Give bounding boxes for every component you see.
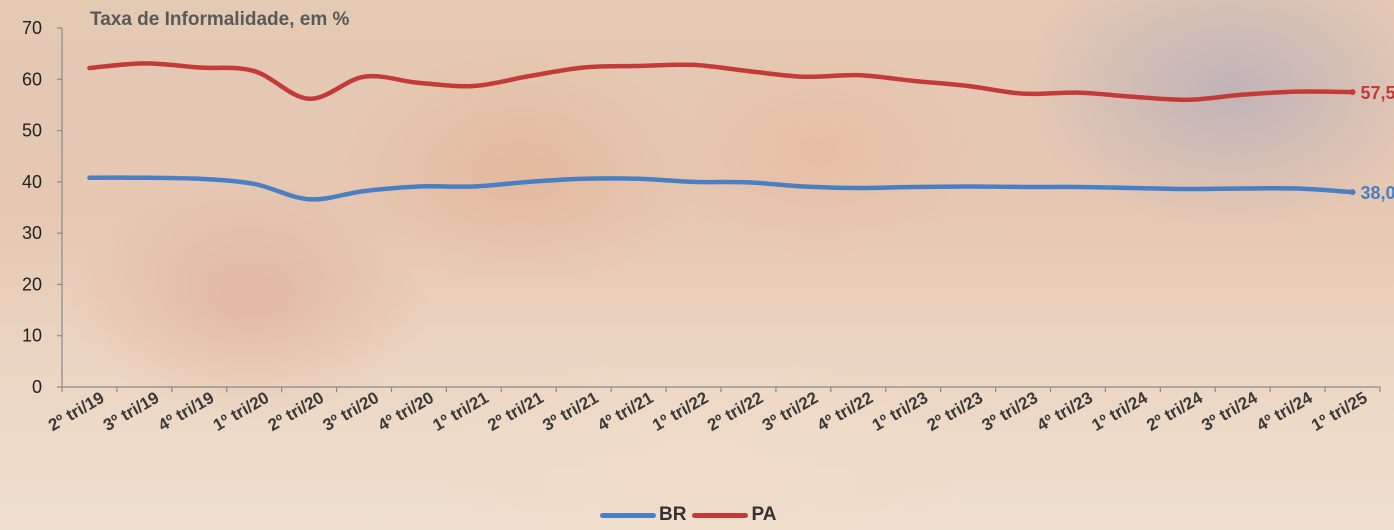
y-tick-label: 40 [22, 172, 42, 192]
x-tick-label: 1º tri/21 [430, 388, 492, 435]
series-line-br [87, 175, 1355, 202]
y-tick-label: 50 [22, 121, 42, 141]
x-tick-label: 1º tri/24 [1089, 388, 1152, 435]
x-tick-label: 3º tri/20 [320, 388, 382, 435]
y-tick-label: 0 [32, 377, 42, 397]
end-point-br [1349, 189, 1356, 196]
end-labels: 38,0 57,5 [1361, 83, 1394, 203]
x-tick-label: 4º tri/19 [155, 388, 217, 435]
x-tick-label: 1º tri/23 [869, 388, 931, 435]
legend-label-br: BR [659, 504, 687, 525]
x-tick-label: 1º tri/25 [1308, 388, 1370, 435]
y-tick-label: 60 [22, 69, 42, 89]
legend: BR PA [600, 502, 782, 528]
y-tick-labels: 0 10 20 30 40 50 60 70 [22, 18, 42, 397]
x-tick-label: 3º tri/21 [539, 388, 601, 435]
x-tick-label: 4º tri/23 [1034, 388, 1096, 435]
x-tick-label: 2º tri/20 [265, 388, 327, 435]
y-tick-label: 70 [22, 18, 42, 38]
legend-swatch-pa [692, 512, 749, 518]
chart-title: Taxa de Informalidade, em % [90, 9, 350, 30]
x-tick-label: 4º tri/20 [375, 388, 437, 435]
y-tick-label: 30 [22, 223, 42, 243]
y-tick-label: 10 [22, 326, 42, 346]
chart-series [87, 61, 1356, 202]
x-tick-label: 4º tri/24 [1253, 388, 1316, 435]
legend-item-br: BR [600, 504, 686, 526]
x-tick-label: 1º tri/20 [210, 388, 272, 435]
x-tick-label: 3º tri/23 [979, 388, 1041, 435]
x-tick-label: 4º tri/21 [594, 388, 656, 435]
legend-swatch-br [600, 512, 656, 518]
end-label-br: 38,0 [1361, 183, 1394, 203]
x-tick-label: 2º tri/22 [704, 388, 766, 435]
x-tick-label: 3º tri/19 [100, 388, 162, 435]
legend-item-pa: PA [692, 504, 776, 526]
x-tick-label: 3º tri/22 [759, 388, 821, 435]
legend-label-pa: PA [751, 504, 777, 525]
x-tick-label: 1º tri/22 [649, 388, 711, 435]
x-tick-label: 2º tri/19 [45, 388, 107, 435]
x-tick-label: 2º tri/21 [484, 388, 546, 435]
series-line-pa [87, 61, 1355, 103]
end-point-pa [1349, 89, 1356, 96]
x-tick-label: 2º tri/23 [924, 388, 986, 435]
chart-axes [57, 27, 1381, 392]
x-tick-label: 3º tri/24 [1198, 388, 1261, 435]
y-tick-label: 20 [22, 274, 42, 294]
x-tick-label: 4º tri/22 [814, 388, 876, 435]
end-label-pa: 57,5 [1361, 83, 1394, 103]
x-tick-label: 2º tri/24 [1143, 388, 1206, 435]
